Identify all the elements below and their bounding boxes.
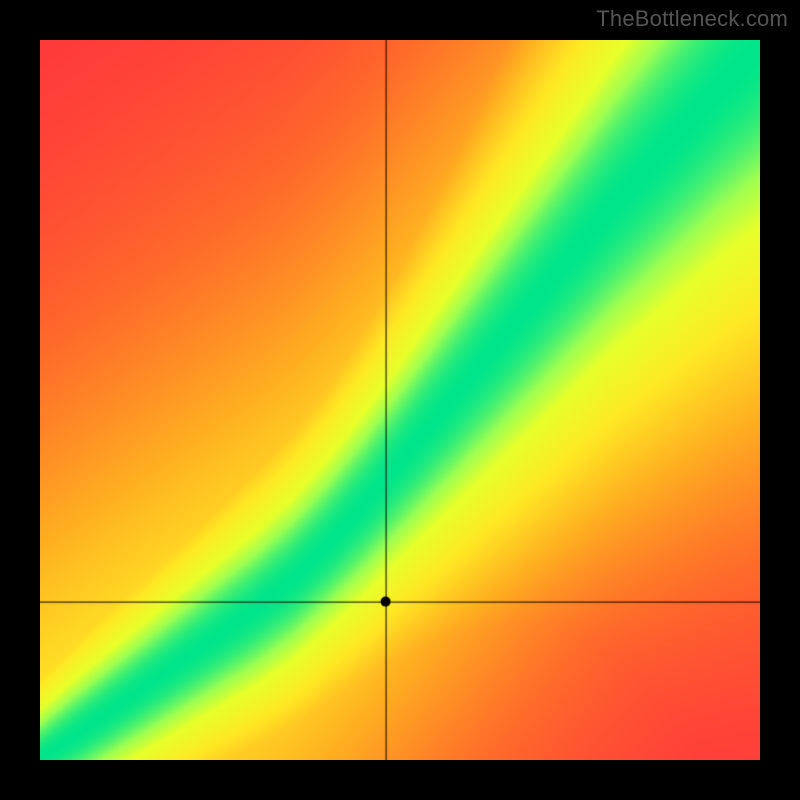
watermark-text: TheBottleneck.com <box>596 6 788 32</box>
plot-area <box>40 40 760 760</box>
overlay-canvas <box>40 40 760 760</box>
figure-container: TheBottleneck.com <box>0 0 800 800</box>
